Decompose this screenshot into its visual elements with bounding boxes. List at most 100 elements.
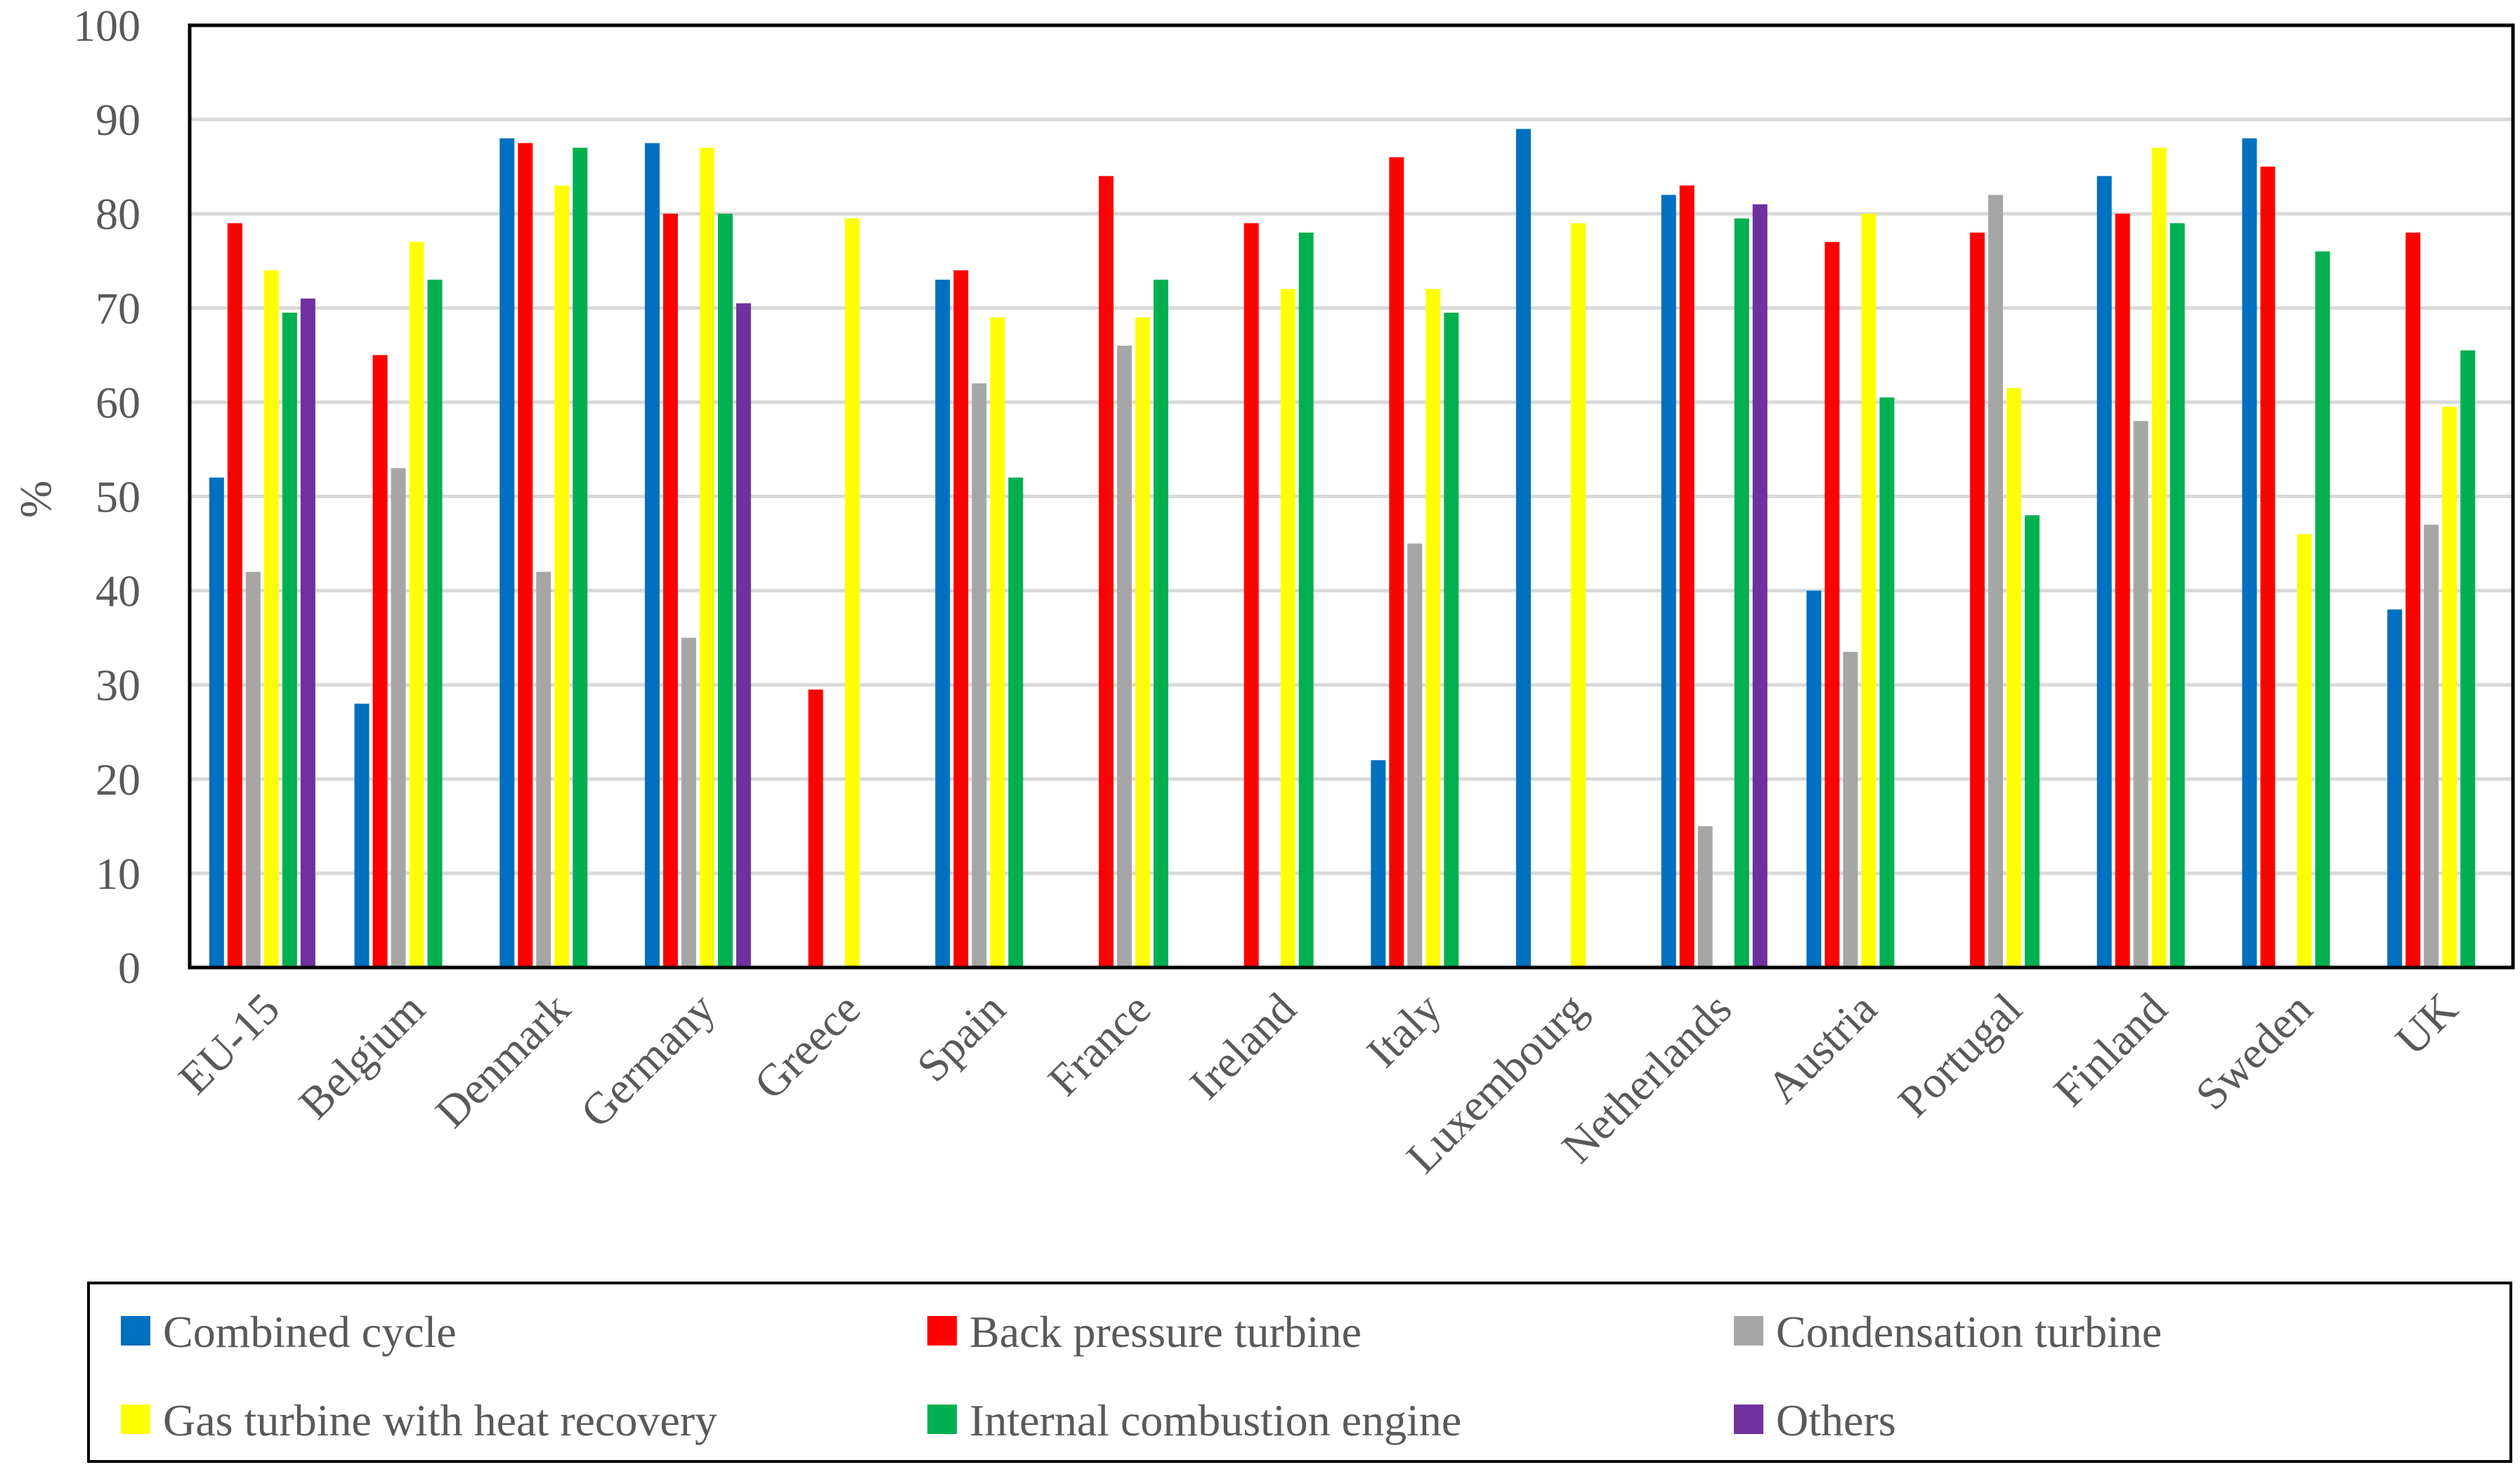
legend-swatch — [1734, 1316, 1763, 1346]
bar — [1425, 289, 1441, 968]
legend-swatch — [927, 1405, 957, 1434]
bar — [1298, 233, 1314, 968]
bar — [1752, 204, 1768, 968]
y-tick-label: 60 — [96, 377, 141, 427]
legend-label: Combined cycle — [163, 1307, 457, 1357]
bar — [2442, 407, 2457, 968]
bar — [1389, 157, 1404, 968]
bar — [2260, 167, 2276, 968]
y-tick-label: 90 — [96, 95, 141, 145]
bar — [662, 214, 678, 968]
bar — [1243, 223, 1259, 968]
x-tick-label: Portugal — [1888, 984, 2032, 1127]
bar — [1516, 129, 1532, 968]
y-tick-label: 70 — [96, 283, 141, 333]
bar — [1371, 760, 1386, 968]
bar — [1153, 280, 1168, 968]
bar — [536, 571, 551, 968]
bar — [1806, 590, 1822, 968]
y-tick-label: 100 — [73, 1, 141, 51]
bar — [1098, 176, 1114, 968]
bar — [227, 223, 242, 968]
bar — [282, 313, 297, 968]
bar — [935, 280, 951, 968]
legend-label: Gas turbine with heat recovery — [163, 1395, 717, 1445]
x-tick-label: Finland — [2044, 984, 2176, 1116]
bar — [209, 477, 224, 968]
bar — [990, 317, 1005, 968]
bar — [372, 355, 388, 968]
bar — [500, 138, 515, 968]
x-tick-label: Italy — [1357, 984, 1451, 1077]
bar — [1679, 185, 1695, 968]
bar — [263, 270, 279, 968]
bar — [1970, 233, 1985, 968]
bar — [2169, 223, 2185, 968]
bar — [518, 143, 533, 968]
bar — [2133, 421, 2148, 968]
bar — [2242, 138, 2257, 968]
bar — [2387, 609, 2403, 968]
legend-swatch — [121, 1405, 150, 1434]
y-tick-label: 50 — [96, 472, 141, 522]
bar — [354, 703, 370, 968]
y-tick-label: 30 — [96, 660, 141, 710]
bar — [1861, 214, 1876, 968]
bar — [2297, 534, 2312, 968]
x-tick-label: Belgium — [289, 984, 434, 1128]
legend: Combined cycle Back pressure turbine Conde… — [121, 1307, 2162, 1445]
x-tick-label: EU-15 — [169, 984, 289, 1104]
legend-swatch — [1734, 1405, 1763, 1434]
y-axis-ticks: 0 10 20 30 40 50 60 70 80 90 100 — [73, 1, 141, 993]
legend-swatch — [927, 1316, 957, 1346]
bar — [2115, 214, 2130, 968]
bar — [245, 571, 261, 968]
plot-area-frame — [188, 23, 2515, 970]
bar — [1444, 313, 1459, 968]
bar — [2405, 233, 2421, 968]
legend-label: Condensation turbine — [1776, 1307, 2162, 1357]
bar — [1571, 223, 1586, 968]
bar — [1843, 651, 1858, 968]
y-tick-label: 80 — [96, 189, 141, 239]
bar — [427, 280, 443, 968]
x-tick-label: Sweden — [2186, 984, 2321, 1119]
legend-label: Back pressure turbine — [970, 1307, 1362, 1357]
bar — [736, 303, 751, 968]
bar — [1661, 195, 1676, 968]
bar — [1734, 218, 1749, 968]
bar — [644, 143, 660, 968]
x-tick-label: UK — [2386, 984, 2467, 1065]
bar — [1824, 242, 1840, 968]
bar — [2025, 515, 2040, 968]
bar — [953, 270, 969, 968]
bar — [573, 148, 588, 968]
y-tick-label: 40 — [96, 566, 141, 616]
x-tick-label: Greece — [745, 984, 870, 1109]
legend-swatch — [121, 1316, 150, 1346]
bar — [1135, 317, 1150, 968]
y-axis-label: % — [11, 481, 60, 518]
legend-frame — [87, 1282, 2512, 1463]
bar — [391, 468, 406, 968]
legend-label: Others — [1776, 1395, 1896, 1445]
legend-label: Internal combustion engine — [970, 1395, 1461, 1445]
y-tick-label: 10 — [96, 849, 141, 899]
bars — [209, 129, 2476, 968]
bar — [2424, 524, 2439, 968]
bar — [2315, 251, 2330, 968]
bar — [409, 242, 424, 968]
bar — [699, 148, 714, 968]
bar — [808, 689, 823, 968]
bar — [300, 298, 315, 968]
x-tick-label: Denmark — [426, 984, 580, 1138]
bar — [1116, 345, 1132, 968]
bar — [844, 218, 860, 968]
bar — [1280, 289, 1295, 968]
bar — [1697, 826, 1713, 968]
x-tick-label: Germany — [571, 984, 725, 1138]
x-tick-label: Spain — [907, 984, 1014, 1091]
bar — [2460, 350, 2476, 968]
